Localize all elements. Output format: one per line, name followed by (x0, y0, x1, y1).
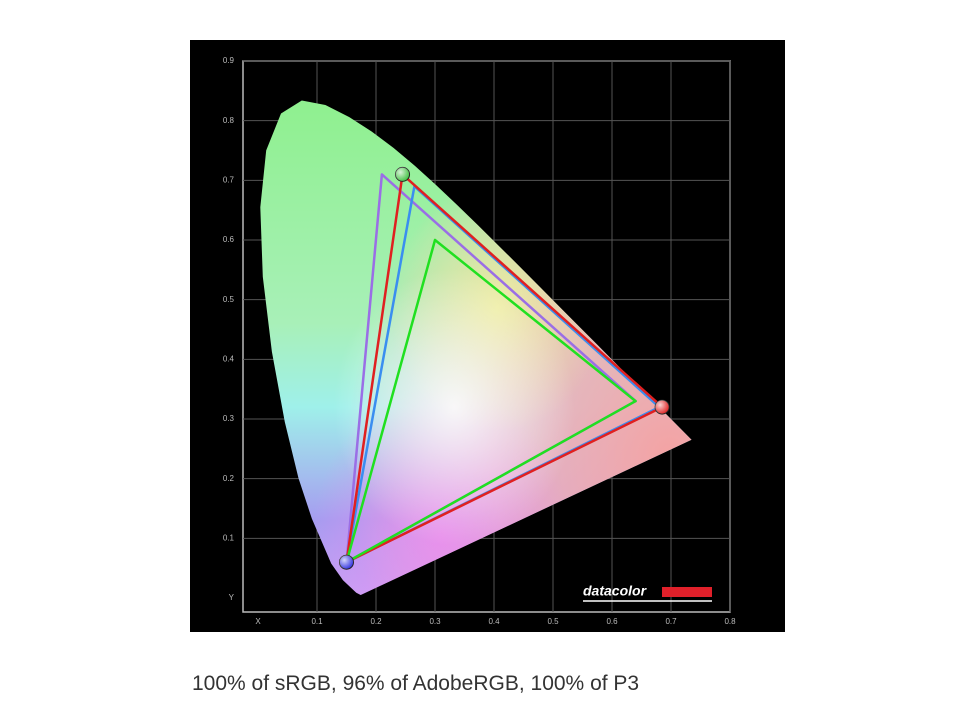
y-tick-label: 0.2 (223, 474, 235, 483)
marker-shine (339, 555, 354, 570)
y-tick-label: 0.1 (223, 533, 235, 542)
chart: 0.1 0.2 0.3 0.4 0.5 0.6 0.7 0.8 0.1 0.2 0.3 0.4 0.5 0… (190, 40, 785, 632)
marker-shine (395, 167, 410, 182)
caption: 100% of sRGB, 96% of AdobeRGB, 100% of P… (192, 672, 640, 695)
y-tick-label: 0.3 (223, 414, 235, 423)
x-tick-label: 0.4 (488, 617, 500, 626)
logo-bar (662, 587, 712, 597)
marker-shine (655, 400, 670, 415)
x-tick-label: 0.5 (547, 617, 559, 626)
gamut-triangle (345, 173, 664, 564)
gamut-triangle (345, 238, 637, 564)
y-tick-label: 0.9 (223, 56, 235, 65)
logo: datacolor (583, 583, 712, 602)
x-axis-label: X (255, 617, 261, 626)
x-tick-label: 0.8 (724, 617, 736, 626)
y-tick-label: 0.5 (223, 295, 235, 304)
y-tick-label: 0.6 (223, 235, 235, 244)
watermark: datacolor (583, 583, 648, 599)
x-tick-label: 0.7 (665, 617, 677, 626)
x-tick-label: 0.2 (370, 617, 382, 626)
y-axis-label: Y (229, 593, 235, 602)
y-tick-label: 0.8 (223, 116, 235, 125)
y-tick-label: 0.7 (223, 175, 235, 184)
x-tick-label: 0.6 (606, 617, 618, 626)
y-tick-label: 0.4 (223, 354, 235, 363)
x-tick-label: 0.1 (311, 617, 323, 626)
x-tick-label: 0.3 (429, 617, 441, 626)
locus-shading (260, 100, 692, 595)
